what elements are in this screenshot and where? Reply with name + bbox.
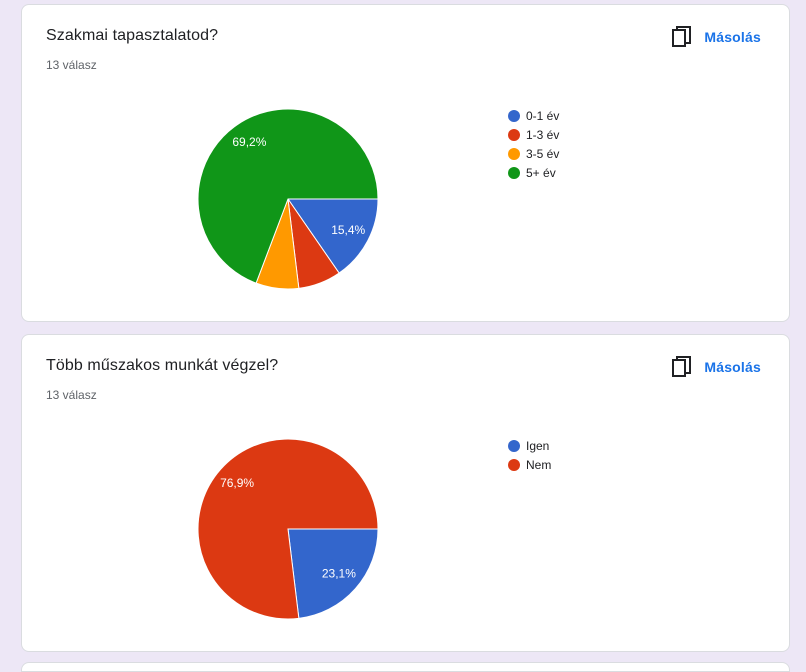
copy-icon	[672, 26, 692, 47]
pie-slice-percent-label: 69,2%	[232, 135, 266, 149]
pie-chart: 23,1% 76,9%	[197, 438, 379, 620]
legend-swatch	[508, 128, 520, 141]
question-card-experience: Szakmai tapasztalatod? 13 válasz Másolás…	[21, 4, 790, 322]
pie-slice-percent-label: 76,9%	[220, 476, 254, 490]
response-count: 13 válasz	[46, 58, 97, 72]
legend-item: 0-1 év	[508, 106, 559, 125]
legend-item: 3-5 év	[508, 144, 559, 163]
copy-button[interactable]: Másolás	[672, 25, 761, 49]
legend-swatch	[508, 147, 520, 160]
legend-swatch	[508, 166, 520, 179]
pie-chart: 15,4% 69,2%	[197, 108, 379, 290]
pie-slice-5-v	[197, 108, 379, 284]
legend-label: Igen	[526, 438, 550, 453]
copy-button[interactable]: Másolás	[672, 355, 761, 379]
chart-legend: Igen Nem	[508, 436, 551, 474]
legend-label: 3-5 év	[526, 146, 560, 161]
legend-swatch	[508, 439, 520, 452]
legend-item: 1-3 év	[508, 125, 559, 144]
pie-slice-igen	[287, 528, 379, 619]
legend-label: 0-1 év	[526, 108, 560, 123]
legend-label: 1-3 év	[526, 127, 560, 142]
question-title: Szakmai tapasztalatod?	[46, 27, 219, 44]
pie-slice-0-1-v	[287, 198, 379, 274]
chart-legend: 0-1 év 1-3 év 3-5 év 5+ év	[508, 106, 559, 182]
question-card-shifts: Több műszakos munkát végzel? 13 válasz M…	[21, 334, 790, 652]
legend-swatch	[508, 109, 520, 122]
pie-slice-percent-label: 15,4%	[331, 223, 365, 237]
copy-button-label: Másolás	[704, 29, 761, 45]
legend-swatch	[508, 458, 520, 471]
legend-label: Nem	[526, 457, 552, 472]
legend-label: 5+ év	[526, 165, 556, 180]
legend-item: Igen	[508, 436, 551, 455]
pie-slice-nem	[197, 438, 379, 620]
pie-slice-percent-label: 23,1%	[322, 566, 356, 580]
response-count: 13 válasz	[46, 388, 97, 402]
copy-button-label: Másolás	[704, 359, 761, 375]
legend-item: Nem	[508, 455, 551, 474]
next-question-card	[21, 662, 790, 672]
copy-icon	[672, 356, 692, 377]
legend-item: 5+ év	[508, 163, 559, 182]
question-title: Több műszakos munkát végzel?	[46, 357, 279, 374]
